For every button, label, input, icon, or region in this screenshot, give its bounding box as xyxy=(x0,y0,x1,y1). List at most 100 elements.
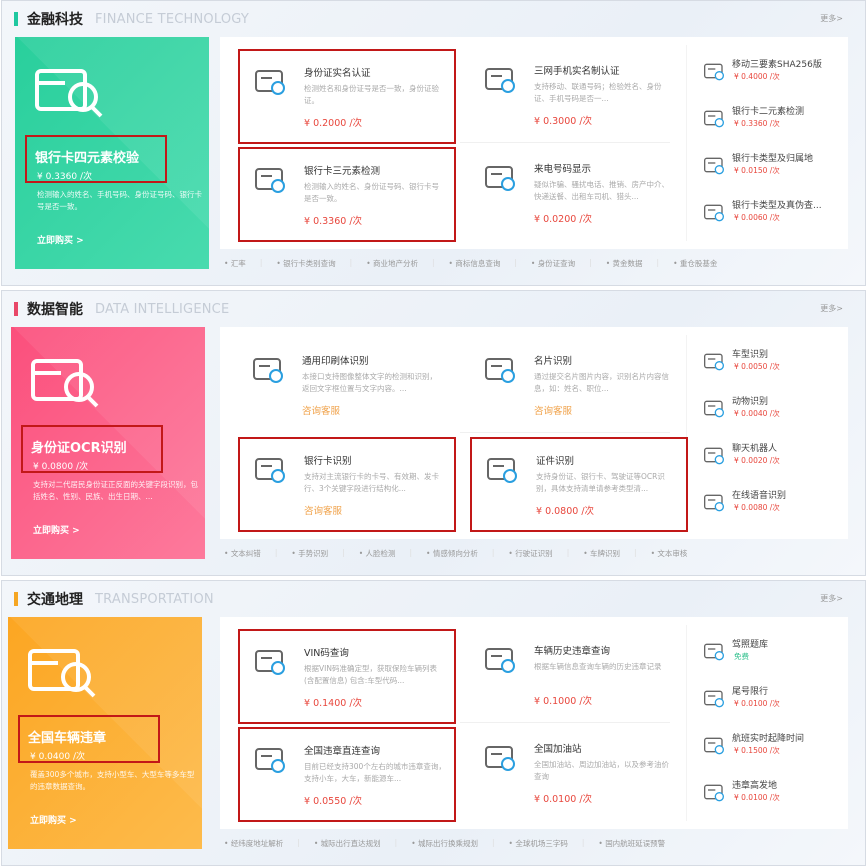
section-subtitle: TRANSPORTATION xyxy=(95,591,214,607)
side-product[interactable]: 驾照题库 免费 xyxy=(694,631,844,675)
promo-title: 身份证OCR识别 xyxy=(31,441,127,456)
product-name: 来电号码显示 xyxy=(534,164,592,175)
quick-link[interactable]: • 国内航班延误预警 xyxy=(598,839,666,848)
product-name: 证件识别 xyxy=(536,456,575,467)
side-product[interactable]: 银行卡类型及归属地 ¥ 0.0150 /次 xyxy=(694,145,844,189)
quick-link[interactable]: • 城际出行换乘规划 xyxy=(411,839,478,848)
side-product[interactable]: 航班实时起降时间 ¥ 0.1500 /次 xyxy=(694,725,844,769)
quick-link[interactable]: • 黄金数据 xyxy=(605,259,643,268)
consult-link[interactable]: 咨询客服 xyxy=(304,506,343,517)
section-title: 数据智能 xyxy=(27,302,83,318)
promo-price: ¥ 0.3360 /次 xyxy=(37,172,92,182)
quick-link[interactable]: • 文本纠错 xyxy=(224,549,261,558)
quick-link[interactable]: • 银行卡类别查询 xyxy=(276,259,336,268)
product-card[interactable]: 全国加油站 全国加油站、周边加油站，以及参考油价查询 ¥ 0.0100 /次 xyxy=(470,727,688,822)
product-card[interactable]: 来电号码显示 疑似诈骗、骚扰电话、推销、房产中介、快递送餐、出租车司机、猎头...… xyxy=(470,147,688,242)
quick-link-label: 人脸检测 xyxy=(365,549,396,558)
product-card[interactable]: 全国违章直连查询 目前已经支持300个左右的城市违章查询，支持小车，大车，新能源车… xyxy=(238,727,456,822)
product-description: 根据VIN码准确定型，获取保险车辆列表(含配置信息) 包含:车型代码... xyxy=(304,664,437,685)
product-card[interactable]: 车辆历史违章查询 根据车辆信息查询车辆的历史违章记录 ¥ 0.1000 /次 xyxy=(470,629,688,724)
side-product[interactable]: 车型识别 ¥ 0.0050 /次 xyxy=(694,341,844,385)
promo-card[interactable]: 全国车辆违章 ¥ 0.0400 /次覆盖300多个城市，支持小型车、大型车等多车型… xyxy=(8,617,202,849)
product-card[interactable]: 通用印刷体识别 本接口支持图像整体文字的检测和识别，返回文字框位置与文字内容。..… xyxy=(238,339,456,434)
product-card[interactable]: 身份证实名认证 检测姓名和身份证号是否一致，身份证验证。 ¥ 0.2000 /次 xyxy=(238,49,456,144)
product-card[interactable]: 银行卡三元素检测 检测输入的姓名、身份证号码、银行卡号是否一致。 ¥ 0.3360 … xyxy=(238,147,456,242)
buy-now-link[interactable]: 立即购买 > xyxy=(30,816,77,826)
product-card[interactable]: VIN码查询 根据VIN码准确定型，获取保险车辆列表(含配置信息) 包含:车型代码… xyxy=(238,629,456,724)
voice-scan-icon xyxy=(702,490,726,514)
promo-price: ¥ 0.0800 /次 xyxy=(33,462,88,472)
quick-link[interactable]: • 人脸检测 xyxy=(358,549,396,558)
product-name: 身份证实名认证 xyxy=(304,68,371,79)
product-price: ¥ 0.1500 /次 xyxy=(734,746,780,755)
product-card[interactable]: 三网手机实名制认证 支持移动、联通号码；检验姓名、身份证、手机号码是否一... ¥ … xyxy=(470,49,688,144)
section-header: 交通地理 TRANSPORTATION xyxy=(14,589,214,609)
promo-description: 覆盖300多个城市，支持小型车、大型车等多车型的违章数据查询。 xyxy=(30,770,195,791)
product-price: 免费 xyxy=(734,652,749,661)
product-name: 银行卡二元素检测 xyxy=(732,107,805,117)
quick-link-label: 黄金数据 xyxy=(612,259,643,268)
side-product[interactable]: 在线语音识别 ¥ 0.0080 /次 xyxy=(694,482,844,526)
promo-title: 全国车辆违章 xyxy=(28,731,107,746)
link-divider: | xyxy=(394,838,398,847)
product-description: 本接口支持图像整体文字的检测和识别，返回文字框位置与文字内容。... xyxy=(302,372,437,393)
section-subtitle: FINANCE TECHNOLOGY xyxy=(95,11,250,27)
quick-link-label: 银行卡类别查询 xyxy=(283,259,336,268)
quick-link-label: 城际出行换乘规划 xyxy=(418,839,478,848)
side-product[interactable]: 动物识别 ¥ 0.0040 /次 xyxy=(694,388,844,432)
side-product[interactable]: 尾号限行 ¥ 0.0100 /次 xyxy=(694,678,844,722)
bank-card-location-icon xyxy=(702,153,726,177)
quick-link[interactable]: • 重仓股基金 xyxy=(673,259,718,268)
consult-link[interactable]: 咨询客服 xyxy=(534,406,573,417)
quick-link[interactable]: • 身份证查询 xyxy=(530,259,576,268)
phone-user-icon xyxy=(482,159,518,195)
consult-link[interactable]: 咨询客服 xyxy=(302,406,341,417)
promo-price: ¥ 0.0400 /次 xyxy=(30,752,85,762)
product-price: ¥ 0.0150 /次 xyxy=(734,166,780,175)
quick-link[interactable]: • 商标信息查询 xyxy=(448,259,501,268)
product-description: 支持身份证、银行卡、驾驶证等OCR识别，具体支持清单请参考类型清... xyxy=(536,472,665,493)
quick-link[interactable]: • 城际出行直达规划 xyxy=(313,839,381,848)
bank-card-verify-icon xyxy=(702,200,726,224)
quick-link[interactable]: • 汇率 xyxy=(224,259,246,268)
quick-link[interactable]: • 车牌识别 xyxy=(583,549,621,558)
side-product[interactable]: 银行卡二元素检测 ¥ 0.3360 /次 xyxy=(694,98,844,142)
section-header: 金融科技 FINANCE TECHNOLOGY xyxy=(14,9,249,29)
promo-card[interactable]: 银行卡四元素校验 ¥ 0.3360 /次检测输入的姓名、手机号码、身份证号码、银行… xyxy=(15,37,209,269)
product-card[interactable]: 证件识别 支持身份证、银行卡、驾驶证等OCR识别，具体支持清单请参考类型清... ¥… xyxy=(470,437,688,532)
quick-link[interactable]: • 情感倾向分析 xyxy=(426,549,478,558)
more-link[interactable]: 更多> xyxy=(820,304,843,313)
quick-link[interactable]: • 全球机场三字码 xyxy=(508,839,568,848)
quick-link-label: 重仓股基金 xyxy=(679,259,718,268)
product-price: ¥ 0.0550 /次 xyxy=(304,796,363,807)
buy-now-link[interactable]: 立即购买 > xyxy=(37,236,84,246)
quick-link[interactable]: • 文本审核 xyxy=(650,549,688,558)
side-product[interactable]: 聊天机器人 ¥ 0.0020 /次 xyxy=(694,435,844,479)
side-product[interactable]: 违章高发地 ¥ 0.0100 /次 xyxy=(694,772,844,816)
more-link[interactable]: 更多> xyxy=(820,14,843,23)
buy-now-link[interactable]: 立即购买 > xyxy=(33,526,80,536)
side-product[interactable]: 银行卡类型及真伪查... ¥ 0.0060 /次 xyxy=(694,192,844,236)
quick-link-label: 行驶证识别 xyxy=(515,549,553,558)
promo-description: 检测输入的姓名、手机号码、身份证号码、银行卡号是否一致。 xyxy=(37,190,202,211)
product-name: 全国违章直连查询 xyxy=(304,746,381,757)
product-card[interactable]: 名片识别 通过提交名片图片内容，识别名片内容信息，如：姓名、职位... 咨询客服 xyxy=(470,339,688,434)
quick-link[interactable]: • 行驶证识别 xyxy=(508,549,553,558)
quick-link[interactable]: • 手势识别 xyxy=(291,549,329,558)
quick-link[interactable]: • 商业地产分析 xyxy=(366,259,418,268)
link-divider: | xyxy=(259,258,263,267)
promo-title: 银行卡四元素校验 xyxy=(35,151,140,166)
section-transport: 交通地理 TRANSPORTATION 更多> 全国车辆违章 ¥ 0.0400 /次覆盖… xyxy=(1,580,866,866)
product-name: 银行卡识别 xyxy=(304,456,352,467)
product-price: ¥ 0.0020 /次 xyxy=(734,456,780,465)
side-product[interactable]: 移动三要素SHA256版 ¥ 0.4000 /次 xyxy=(694,51,844,95)
promo-card[interactable]: 身份证OCR识别 ¥ 0.0800 /次 支持对二代居民身份证正反面的关键字段识别，… xyxy=(11,327,205,559)
certificate-scan-icon xyxy=(484,451,520,487)
quick-link-label: 商业地产分析 xyxy=(373,259,418,268)
product-card[interactable]: 银行卡识别 支持对主流银行卡的卡号、有效期、发卡行、3个关键字段进行结构化... 咨… xyxy=(238,437,456,532)
divider xyxy=(460,432,670,433)
more-link[interactable]: 更多> xyxy=(820,594,843,603)
quick-link[interactable]: • 经纬度地址解析 xyxy=(224,839,284,848)
product-name: 航班实时起降时间 xyxy=(732,734,805,744)
product-price: ¥ 0.0200 /次 xyxy=(534,214,593,225)
